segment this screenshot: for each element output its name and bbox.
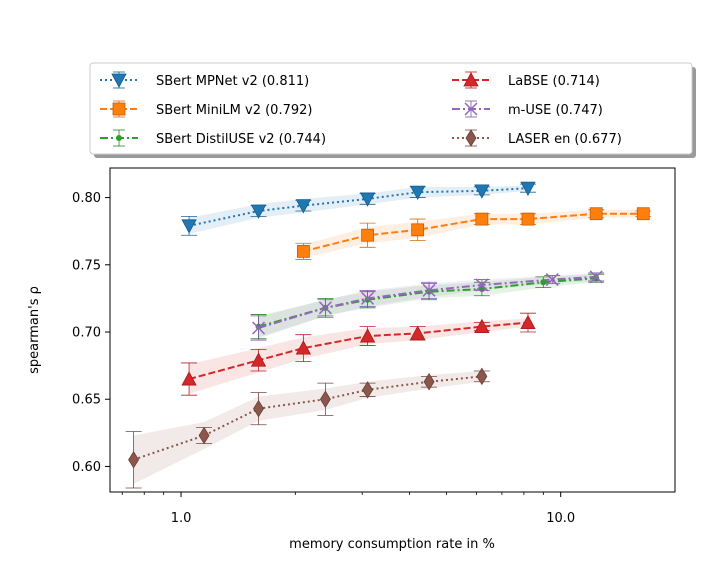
legend-label: LaBSE (0.714): [508, 74, 600, 89]
series-4-point: [361, 291, 375, 305]
y-tick-label: 0.70: [72, 326, 101, 341]
legend-entry: SBert DistilUSE v2 (0.744): [100, 129, 326, 147]
series-3-point: [250, 352, 267, 367]
series-4-point: [318, 301, 332, 315]
y-tick-label: 0.75: [72, 258, 101, 273]
series-0-point: [181, 219, 197, 234]
series-1-point: [475, 212, 489, 226]
legend-label: LASER en (0.677): [508, 132, 622, 147]
series-3-point: [474, 318, 490, 334]
series-2-band: [258, 274, 597, 338]
series-0-point: [250, 204, 267, 219]
legend-box: [89, 62, 693, 155]
series-3-point: [359, 328, 376, 343]
series-0-point: [474, 184, 490, 199]
axes: 0.60 0.65 0.70 0.75 0.80 1.0 10.0: [72, 191, 575, 526]
series-5-point: [319, 390, 331, 408]
series-5-point: [253, 399, 265, 418]
series-0-point: [409, 185, 426, 201]
series-2-point: [540, 279, 547, 286]
series-4-point: [545, 273, 559, 287]
legend-label: m-USE (0.747): [508, 103, 603, 118]
legend-entry: m-USE (0.747): [452, 100, 603, 118]
legend-marker: [464, 102, 478, 116]
legend-marker: [111, 73, 127, 88]
legend-label: SBert MPNet v2 (0.811): [156, 74, 309, 89]
legend-entry: SBert MiniLM v2 (0.792): [100, 100, 312, 118]
series-0-point: [295, 199, 312, 214]
legend-entry: SBert MPNet v2 (0.811): [100, 71, 309, 89]
series-1-point: [521, 212, 535, 226]
series-1-point: [589, 207, 603, 221]
series-3-point: [520, 314, 536, 330]
plot-frame: [109, 167, 676, 493]
y-axis-label: spearman's ρ: [27, 286, 42, 374]
legend: SBert MPNet v2 (0.811) SBert MiniLM v2 (0…: [89, 62, 696, 158]
series-3-point: [181, 371, 197, 386]
legend-label: SBert DistilUSE v2 (0.744): [156, 132, 326, 147]
y-tick-label: 0.65: [72, 393, 101, 408]
series-4-point: [422, 283, 436, 297]
series-markers: [125, 181, 652, 489]
series-5-point: [198, 426, 210, 445]
series-1-point: [361, 228, 374, 242]
legend-marker: [465, 129, 477, 147]
series-3-point: [295, 340, 312, 355]
series-0-point: [359, 192, 376, 207]
series-1-point: [411, 223, 425, 237]
x-axis-label: memory consumption rate in %: [289, 537, 495, 552]
series-4-point: [589, 270, 603, 284]
y-tick-label: 0.60: [72, 460, 101, 475]
series-5-point: [476, 367, 488, 386]
legend-marker: [116, 135, 122, 141]
legend-entry: LASER en (0.677): [452, 129, 622, 147]
series-1-point: [296, 244, 310, 258]
legend-marker: [112, 102, 126, 116]
series-0-point: [520, 181, 536, 197]
series-4-point: [252, 321, 266, 335]
legend-label: SBert MiniLM v2 (0.792): [156, 103, 312, 118]
legend-marker: [463, 72, 479, 87]
legend-entry: LaBSE (0.714): [452, 71, 600, 89]
series-0-band: [189, 185, 528, 234]
y-tick-label: 0.80: [72, 191, 101, 206]
x-tick-label: 10.0: [546, 511, 575, 526]
series-5-point: [128, 450, 140, 469]
x-tick-label: 1.0: [171, 511, 192, 526]
series-1-point: [636, 207, 650, 221]
series-4-point: [475, 278, 489, 292]
series-3-point: [409, 325, 426, 340]
series-5-point: [362, 381, 374, 399]
series-5-point: [423, 373, 435, 391]
